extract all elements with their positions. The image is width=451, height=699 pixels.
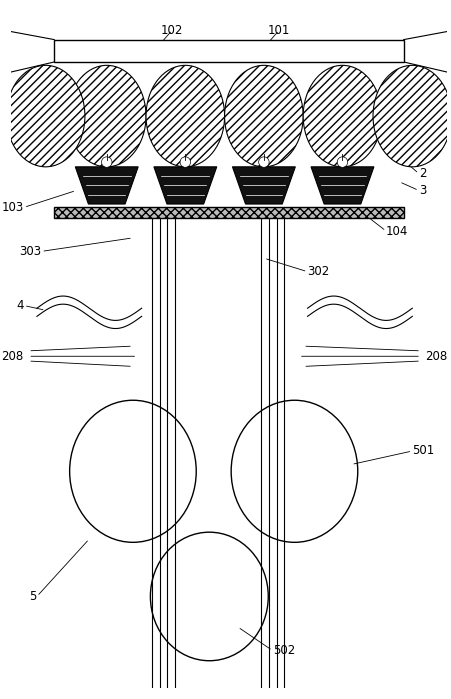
Text: 502: 502 — [272, 644, 295, 657]
Ellipse shape — [225, 65, 303, 167]
Text: 3: 3 — [419, 184, 426, 197]
Polygon shape — [311, 167, 374, 204]
Text: 104: 104 — [386, 224, 409, 238]
Circle shape — [337, 157, 348, 167]
Ellipse shape — [303, 65, 382, 167]
Circle shape — [180, 157, 191, 167]
Text: 101: 101 — [268, 24, 290, 36]
Bar — [55, 208, 404, 217]
Text: 4: 4 — [16, 299, 24, 312]
Circle shape — [259, 157, 269, 167]
Ellipse shape — [373, 65, 451, 167]
Polygon shape — [154, 167, 217, 204]
Polygon shape — [232, 167, 295, 204]
Text: 208: 208 — [1, 350, 24, 363]
Circle shape — [101, 157, 112, 167]
Text: 103: 103 — [1, 201, 24, 214]
Ellipse shape — [68, 65, 146, 167]
Text: 102: 102 — [161, 24, 184, 36]
Ellipse shape — [146, 65, 225, 167]
Text: 302: 302 — [308, 265, 330, 278]
Bar — [55, 40, 404, 62]
Ellipse shape — [6, 65, 85, 167]
Text: 2: 2 — [419, 167, 426, 180]
Text: 501: 501 — [412, 445, 435, 457]
Text: 208: 208 — [425, 350, 448, 363]
Text: 5: 5 — [29, 590, 37, 603]
Text: 303: 303 — [19, 245, 41, 258]
Polygon shape — [75, 167, 138, 204]
